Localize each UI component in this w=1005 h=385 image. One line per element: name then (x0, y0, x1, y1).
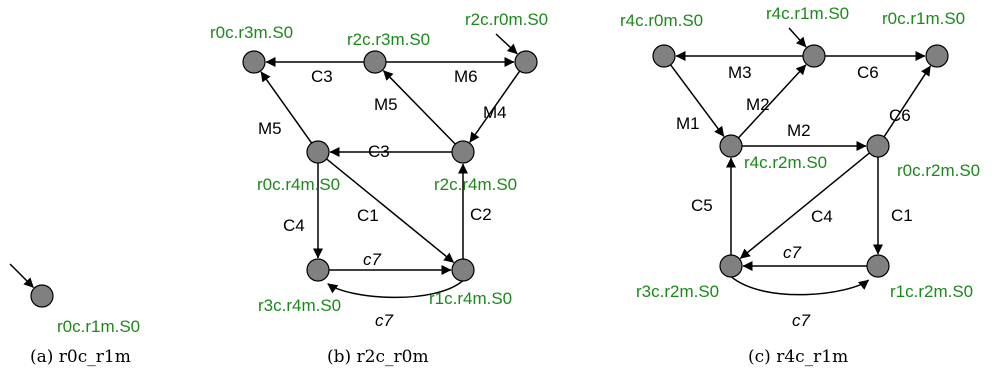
edge-label-c-1: C6 (857, 63, 879, 82)
state-label-b-r0c-r3m-s0: r0c.r3m.S0 (210, 23, 293, 42)
state-node-b-r2c-r3m-s0 (363, 50, 387, 74)
state-label-c-r0c-r2m-s0: r0c.r2m.S0 (897, 161, 980, 180)
state-label-b-r3c-r4m-s0: r3c.r4m.S0 (258, 296, 341, 315)
state-label-b-r2c-r4m-s0: r2c.r4m.S0 (434, 175, 517, 194)
edge-c-r0c-r2m-s0-to-r0c-r1m-s0 (883, 65, 932, 138)
state-node-c-r4c-r2m-s0 (719, 134, 743, 158)
edge-label-b-8: C2 (470, 205, 492, 224)
edge-b-r2c-r0m-s0-to-r2c-r4m-s0 (469, 70, 521, 143)
state-node-b-r0c-r3m-s0 (242, 50, 266, 74)
state-label-b-r1c-r4m-s0: r1c.r4m.S0 (429, 289, 512, 308)
state-node-b-r0c-r4m-s0 (306, 140, 330, 164)
edge-c-r3c-r2m-s0-to-r1c-r2m-s0 (730, 276, 870, 296)
state-node-c-r0c-r2m-s0 (866, 134, 890, 158)
panel-caption-b: (b) r2c_r0m (327, 347, 429, 367)
edge-label-b-9: c7 (363, 250, 382, 269)
edge-label-b-5: C3 (368, 142, 390, 161)
edge-b-r0c-r4m-s0-to-r0c-r3m-s0 (260, 71, 313, 144)
edge-label-b-0: C3 (311, 67, 333, 86)
edge-label-b-1: M6 (454, 67, 478, 86)
state-label-c-r3c-r2m-s0: r3c.r2m.S0 (636, 282, 719, 301)
initial-arrow-a-r0c-r1m-s0 (9, 263, 35, 289)
edge-label-c-0: M3 (728, 63, 752, 82)
state-label-c-r4c-r0m-s0: r4c.r0m.S0 (620, 11, 703, 30)
state-label-c-r4c-r2m-s0: r4c.r2m.S0 (744, 153, 827, 172)
edge-label-c-10: c7 (792, 311, 811, 330)
edge-c-r0c-r2m-s0-to-r3c-r2m-s0 (739, 152, 870, 259)
edge-label-c-3: M2 (746, 95, 770, 114)
state-label-b-r2c-r3m-s0: r2c.r3m.S0 (347, 30, 430, 49)
edge-c-r4c-r0m-s0-to-r4c-r2m-s0 (669, 64, 725, 137)
state-node-b-r2c-r0m-s0 (514, 50, 538, 74)
state-node-c-r0c-r1m-s0 (925, 44, 949, 68)
edge-label-c-8: C5 (691, 196, 713, 215)
state-node-c-r4c-r0m-s0 (652, 44, 676, 68)
state-label-c-r1c-r2m-s0: r1c.r2m.S0 (890, 282, 973, 301)
edge-label-b-7: C1 (357, 206, 379, 225)
state-node-b-r3c-r4m-s0 (306, 258, 330, 282)
panel-caption-a: (a) r0c_r1m (30, 347, 131, 367)
state-node-c-r4c-r1m-s0 (802, 44, 826, 68)
edge-label-b-3: M5 (374, 95, 398, 114)
edge-b-r2c-r4m-s0-to-r2c-r3m-s0 (382, 70, 456, 145)
state-label-c-r4c-r1m-s0: r4c.r1m.S0 (766, 4, 849, 23)
edge-c-r4c-r2m-s0-to-r4c-r1m-s0 (737, 64, 807, 139)
state-node-b-r2c-r4m-s0 (451, 140, 475, 164)
edge-label-b-10: c7 (375, 311, 394, 330)
edge-label-b-4: M4 (483, 103, 507, 122)
edge-label-b-6: C4 (283, 216, 305, 235)
state-label-b-r2c-r0m-s0: r2c.r0m.S0 (465, 10, 548, 29)
state-node-b-r1c-r4m-s0 (451, 258, 475, 282)
initial-arrow-b-r2c-r0m-s0 (495, 33, 518, 55)
edge-label-c-2: M1 (676, 114, 700, 133)
edge-b-r0c-r4m-s0-to-r1c-r4m-s0 (326, 158, 455, 264)
edge-label-c-7: C1 (891, 206, 913, 225)
state-node-c-r1c-r2m-s0 (866, 254, 890, 278)
edge-label-c-5: M2 (787, 121, 811, 140)
panel-caption-c: (c) r4c_r1m (748, 347, 848, 367)
state-node-a-r0c-r1m-s0 (30, 284, 54, 308)
state-node-c-r3c-r2m-s0 (719, 254, 743, 278)
edge-label-c-9: c7 (783, 243, 802, 262)
state-label-c-r0c-r1m-s0: r0c.r1m.S0 (882, 9, 965, 28)
edge-label-b-2: M5 (258, 119, 282, 138)
state-label-a-r0c-r1m-s0: r0c.r1m.S0 (57, 317, 140, 336)
edge-b-r1c-r4m-s0-to-r3c-r4m-s0 (327, 280, 464, 299)
initial-arrow-c-r4c-r1m-s0 (788, 27, 807, 48)
edge-label-c-4: C6 (889, 106, 911, 125)
state-label-b-r0c-r4m-s0: r0c.r4m.S0 (257, 175, 340, 194)
edge-label-c-6: C4 (811, 207, 833, 226)
